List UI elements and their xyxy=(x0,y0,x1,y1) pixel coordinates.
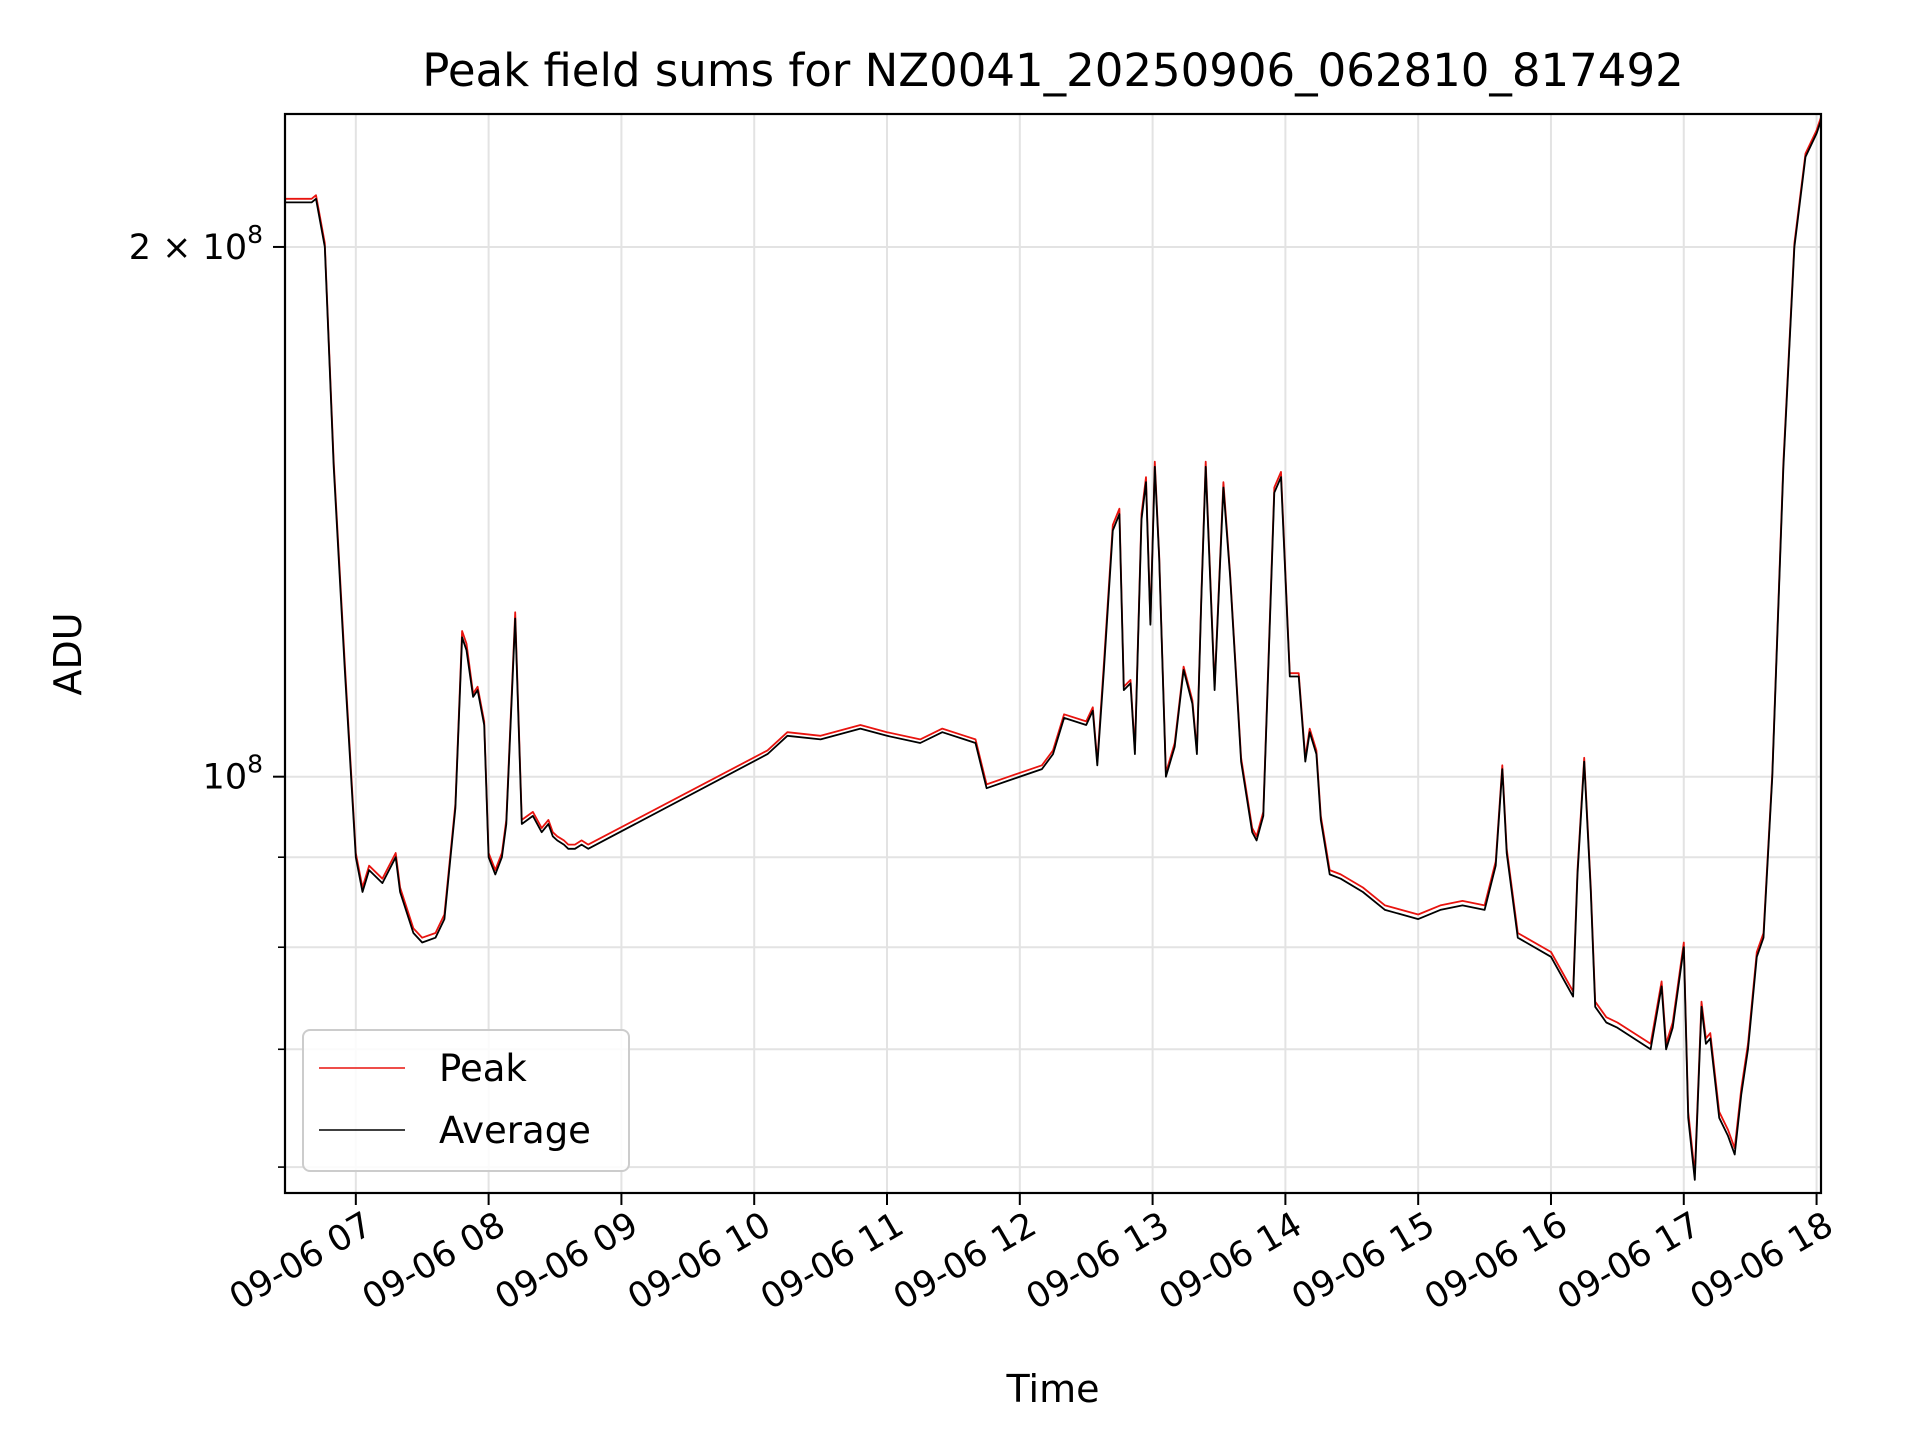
legend-label-average: Average xyxy=(439,1109,591,1152)
legend: Peak Average xyxy=(302,1029,630,1172)
x-tick-label: 09-06 15 xyxy=(1285,1205,1441,1318)
x-tick-label: 09-06 18 xyxy=(1684,1205,1840,1318)
y-axis-ticks: 2 × 108 108 xyxy=(129,220,285,1168)
average-series-line xyxy=(285,120,1821,1181)
y-axis-label: ADU xyxy=(46,612,90,695)
x-tick-label: 09-06 07 xyxy=(223,1205,379,1318)
y-tick-label: 2 × 108 xyxy=(129,220,263,268)
x-tick-label: 09-06 17 xyxy=(1551,1205,1707,1318)
grid xyxy=(285,114,1821,1193)
y-tick-label: 108 xyxy=(203,750,263,798)
legend-frame xyxy=(302,1029,630,1172)
x-tick-label: 09-06 10 xyxy=(621,1205,777,1318)
chart-title: Peak field sums for NZ0041_20250906_0628… xyxy=(422,44,1683,97)
x-tick-label: 09-06 13 xyxy=(1020,1205,1176,1318)
x-tick-label: 09-06 08 xyxy=(356,1205,512,1318)
plot-frame xyxy=(283,112,1823,1195)
x-tick-label: 09-06 16 xyxy=(1418,1205,1574,1318)
x-axis-label: Time xyxy=(1006,1367,1100,1411)
x-tick-label: 09-06 09 xyxy=(489,1205,645,1318)
legend-label-peak: Peak xyxy=(439,1047,527,1090)
x-tick-label: 09-06 11 xyxy=(754,1205,910,1318)
x-tick-label: 09-06 14 xyxy=(1153,1205,1309,1318)
series-layer xyxy=(285,116,1821,1181)
x-tick-label: 09-06 12 xyxy=(887,1205,1043,1318)
